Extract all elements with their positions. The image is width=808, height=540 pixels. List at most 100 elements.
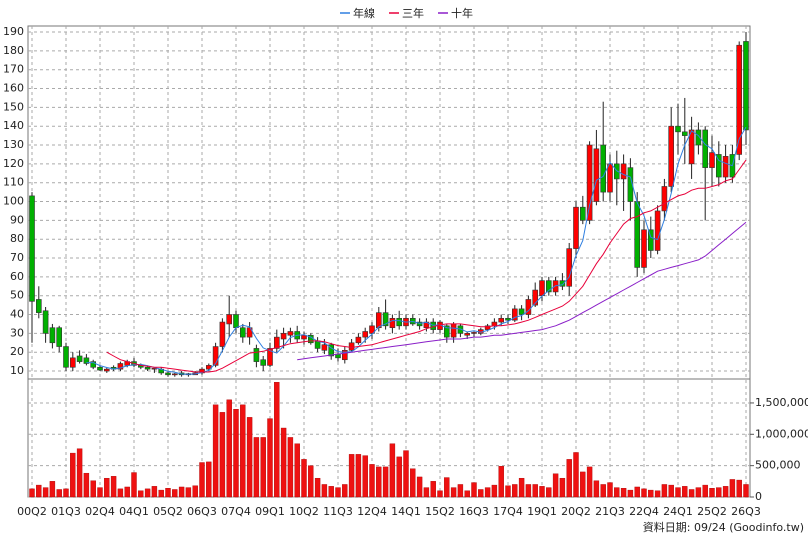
volume-bar <box>158 489 164 498</box>
y-tick-label: 100 <box>3 195 24 208</box>
x-tick-label: 14Q1 <box>391 505 421 518</box>
candle-body <box>450 323 457 338</box>
y-tick-label: 20 <box>10 345 24 358</box>
candle-body <box>396 317 403 327</box>
volume-bar <box>355 454 362 498</box>
candle-body <box>688 129 695 165</box>
y-tick-label: 120 <box>3 157 24 170</box>
volume-bar <box>110 476 117 498</box>
candle-body <box>675 125 681 133</box>
candle-body <box>722 156 729 178</box>
volume-bar <box>607 482 613 498</box>
x-tick-label: 09Q1 <box>255 505 285 518</box>
volume-bar <box>675 487 681 498</box>
y-tick-label: 150 <box>3 100 24 113</box>
volume-bar <box>314 477 321 498</box>
volume-bar <box>301 459 307 498</box>
candle-body <box>49 327 56 344</box>
candle-body <box>647 229 654 251</box>
volume-bar <box>199 462 205 498</box>
volume-bar <box>512 484 518 498</box>
candle-body <box>63 346 69 368</box>
volume-bar <box>573 452 579 498</box>
volume-bar <box>185 487 192 498</box>
volume-bar <box>287 437 294 498</box>
volume-bar <box>593 480 600 498</box>
volume-bar <box>580 471 586 498</box>
volume-bar <box>63 488 69 498</box>
volume-bar <box>464 490 470 498</box>
candle-body <box>566 248 573 287</box>
candle-body <box>355 336 362 344</box>
candle-body <box>382 312 389 327</box>
volume-bar <box>117 488 124 498</box>
volume-bar <box>661 484 668 498</box>
volume-bar <box>131 472 137 498</box>
candle-body <box>416 321 423 327</box>
volume-bar <box>335 487 341 498</box>
volume-bar <box>546 487 552 498</box>
volume-bar <box>274 382 280 498</box>
y-tick-label: 140 <box>3 119 24 132</box>
candle-body <box>505 317 511 321</box>
volume-bar <box>722 486 729 498</box>
candle-body <box>702 129 709 168</box>
legend-label: 三年 <box>402 6 424 20</box>
volume-bar <box>620 488 627 498</box>
volume-bar <box>308 465 314 498</box>
volume-bar <box>260 437 266 498</box>
volume-bar <box>144 488 151 498</box>
candle-body <box>443 325 450 338</box>
x-tick-label: 10Q2 <box>289 505 319 518</box>
volume-bar <box>444 477 450 498</box>
candle-body <box>328 344 335 357</box>
candle-body <box>172 373 178 376</box>
y-tick-label: 30 <box>10 326 24 339</box>
candle-body <box>42 310 49 334</box>
candle-body <box>375 312 382 329</box>
volume-bar <box>342 484 348 498</box>
y-tick-label: 160 <box>3 82 24 95</box>
volume-bar <box>654 490 661 498</box>
y-tick-label: 80 <box>10 232 24 245</box>
candle-body <box>498 317 505 323</box>
footer: 資料日期: 09/24 (Goodinfo.tw) <box>643 520 804 534</box>
volume-bar <box>90 480 96 498</box>
volume-bar <box>648 489 654 498</box>
volume-bar <box>484 487 491 498</box>
volume-bar <box>42 487 49 498</box>
volume-bar <box>97 487 103 498</box>
candle-body <box>233 314 239 329</box>
candle-body <box>219 321 226 347</box>
volume-bar <box>525 484 532 498</box>
volume-bar <box>172 489 178 498</box>
volume-bar <box>709 488 715 498</box>
candle-body <box>240 327 246 338</box>
volume-bar <box>478 489 484 498</box>
candle-body <box>559 280 566 287</box>
candle-body <box>607 163 613 193</box>
volume-bar <box>729 479 736 498</box>
volume-bar <box>437 490 443 498</box>
volume-bar <box>396 456 402 498</box>
x-tick-label: 26Q3 <box>731 505 761 518</box>
y-tick-label: 50 <box>10 289 24 302</box>
volume-bar <box>328 486 334 498</box>
volume-bar <box>505 485 511 498</box>
volume-bar <box>226 399 232 498</box>
candle-body <box>287 331 294 336</box>
candle-body <box>35 299 42 313</box>
x-tick-label: 12Q4 <box>357 505 387 518</box>
candle-body <box>613 163 620 180</box>
candle-body <box>280 333 287 340</box>
y-tick-label: 130 <box>3 138 24 151</box>
volume-bar <box>389 443 396 498</box>
candle-body <box>70 357 76 368</box>
y-tick-label: 170 <box>3 63 24 76</box>
volume-bar <box>430 481 436 498</box>
candle-body <box>144 366 151 370</box>
candle-body <box>709 152 715 168</box>
volume-bar <box>362 455 368 498</box>
y-tick-label: 40 <box>10 308 24 321</box>
x-tick-label: 25Q2 <box>697 505 727 518</box>
